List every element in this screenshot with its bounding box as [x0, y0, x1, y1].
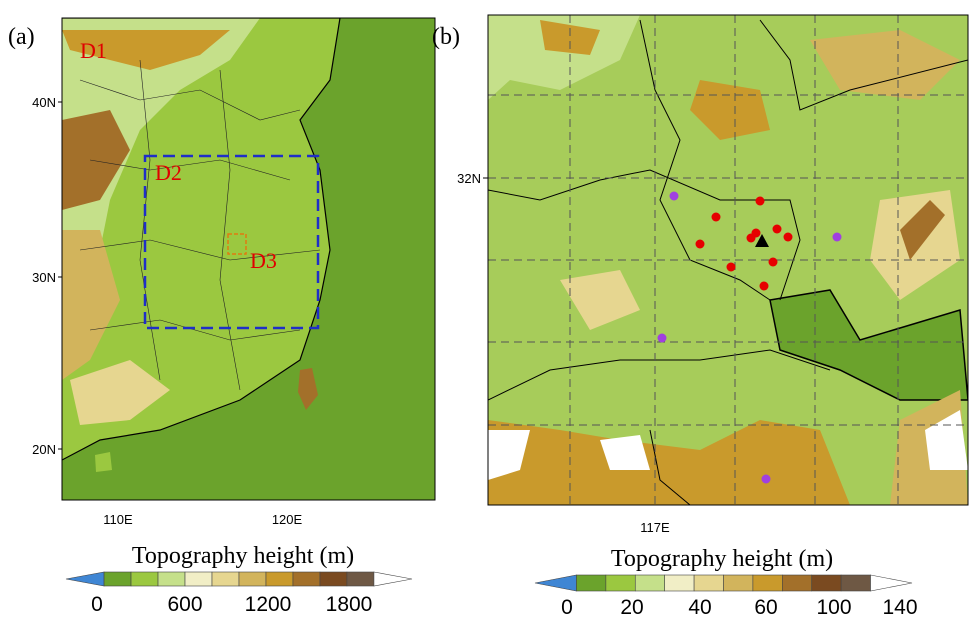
colorbar-swatch: [634, 574, 665, 592]
colorbar-swatch: [576, 574, 607, 592]
colorbar-swatch: [373, 571, 413, 587]
colorbar-swatch: [870, 574, 913, 592]
station: [657, 191, 842, 484]
domain-box: [143, 154, 320, 330]
panel-label: (b): [432, 24, 460, 50]
colorbar-swatch: [65, 571, 105, 587]
domain-label: D3: [250, 248, 277, 273]
colorbar-title: Topography height (m): [611, 546, 833, 572]
station: [695, 196, 793, 291]
colorbar-tick: 60: [754, 596, 777, 619]
panel-label: (a): [8, 24, 35, 50]
lat-label: 40N: [32, 95, 56, 110]
domain-box: [227, 233, 247, 255]
map-b: [488, 15, 968, 505]
colorbar-tick: 1800: [326, 593, 373, 616]
colorbar-swatch: [319, 571, 348, 587]
lon-label: 110E: [103, 512, 133, 527]
colorbar-swatch: [346, 571, 375, 587]
map-frame: [487, 14, 969, 506]
colorbar-swatch: [238, 571, 267, 587]
colorbar-swatch: [811, 574, 842, 592]
colorbar-tick: 40: [688, 596, 711, 619]
domain-label: D2: [155, 160, 182, 185]
colorbar-swatch: [130, 571, 159, 587]
colorbar-tick: 20: [620, 596, 643, 619]
map-a: [62, 18, 435, 500]
lon-label: 117E: [640, 520, 670, 535]
colorbar-swatch: [184, 571, 213, 587]
colorbar-tick: 0: [91, 593, 103, 616]
colorbar-swatch: [211, 571, 240, 587]
colorbar-tick: 100: [816, 596, 851, 619]
colorbar-swatch: [664, 574, 695, 592]
domain-label: D1: [80, 38, 107, 63]
colorbar-title: Topography height (m): [132, 543, 354, 569]
lat-label: 32N: [457, 171, 481, 186]
colorbar-tick: 140: [882, 596, 917, 619]
colorbar-swatch: [157, 571, 186, 587]
lat-label: 20N: [32, 442, 56, 457]
lat-label: 30N: [32, 270, 56, 285]
colorbar: [65, 571, 413, 587]
lon-label: 120E: [272, 512, 303, 527]
colorbar-tick: 0: [561, 596, 573, 619]
colorbar-swatch: [534, 574, 577, 592]
site-marker: [755, 234, 769, 247]
map-frame: [61, 17, 436, 501]
colorbar-swatch: [605, 574, 636, 592]
colorbar-tick: 600: [167, 593, 202, 616]
colorbar-swatch: [840, 574, 871, 592]
colorbar-swatch: [723, 574, 754, 592]
colorbar-swatch: [693, 574, 724, 592]
colorbar-swatch: [265, 571, 294, 587]
colorbar-tick: 1200: [245, 593, 292, 616]
colorbar-swatch: [782, 574, 813, 592]
colorbar-swatch: [292, 571, 321, 587]
colorbar-swatch: [103, 571, 132, 587]
colorbar-swatch: [752, 574, 783, 592]
colorbar: [534, 574, 913, 592]
